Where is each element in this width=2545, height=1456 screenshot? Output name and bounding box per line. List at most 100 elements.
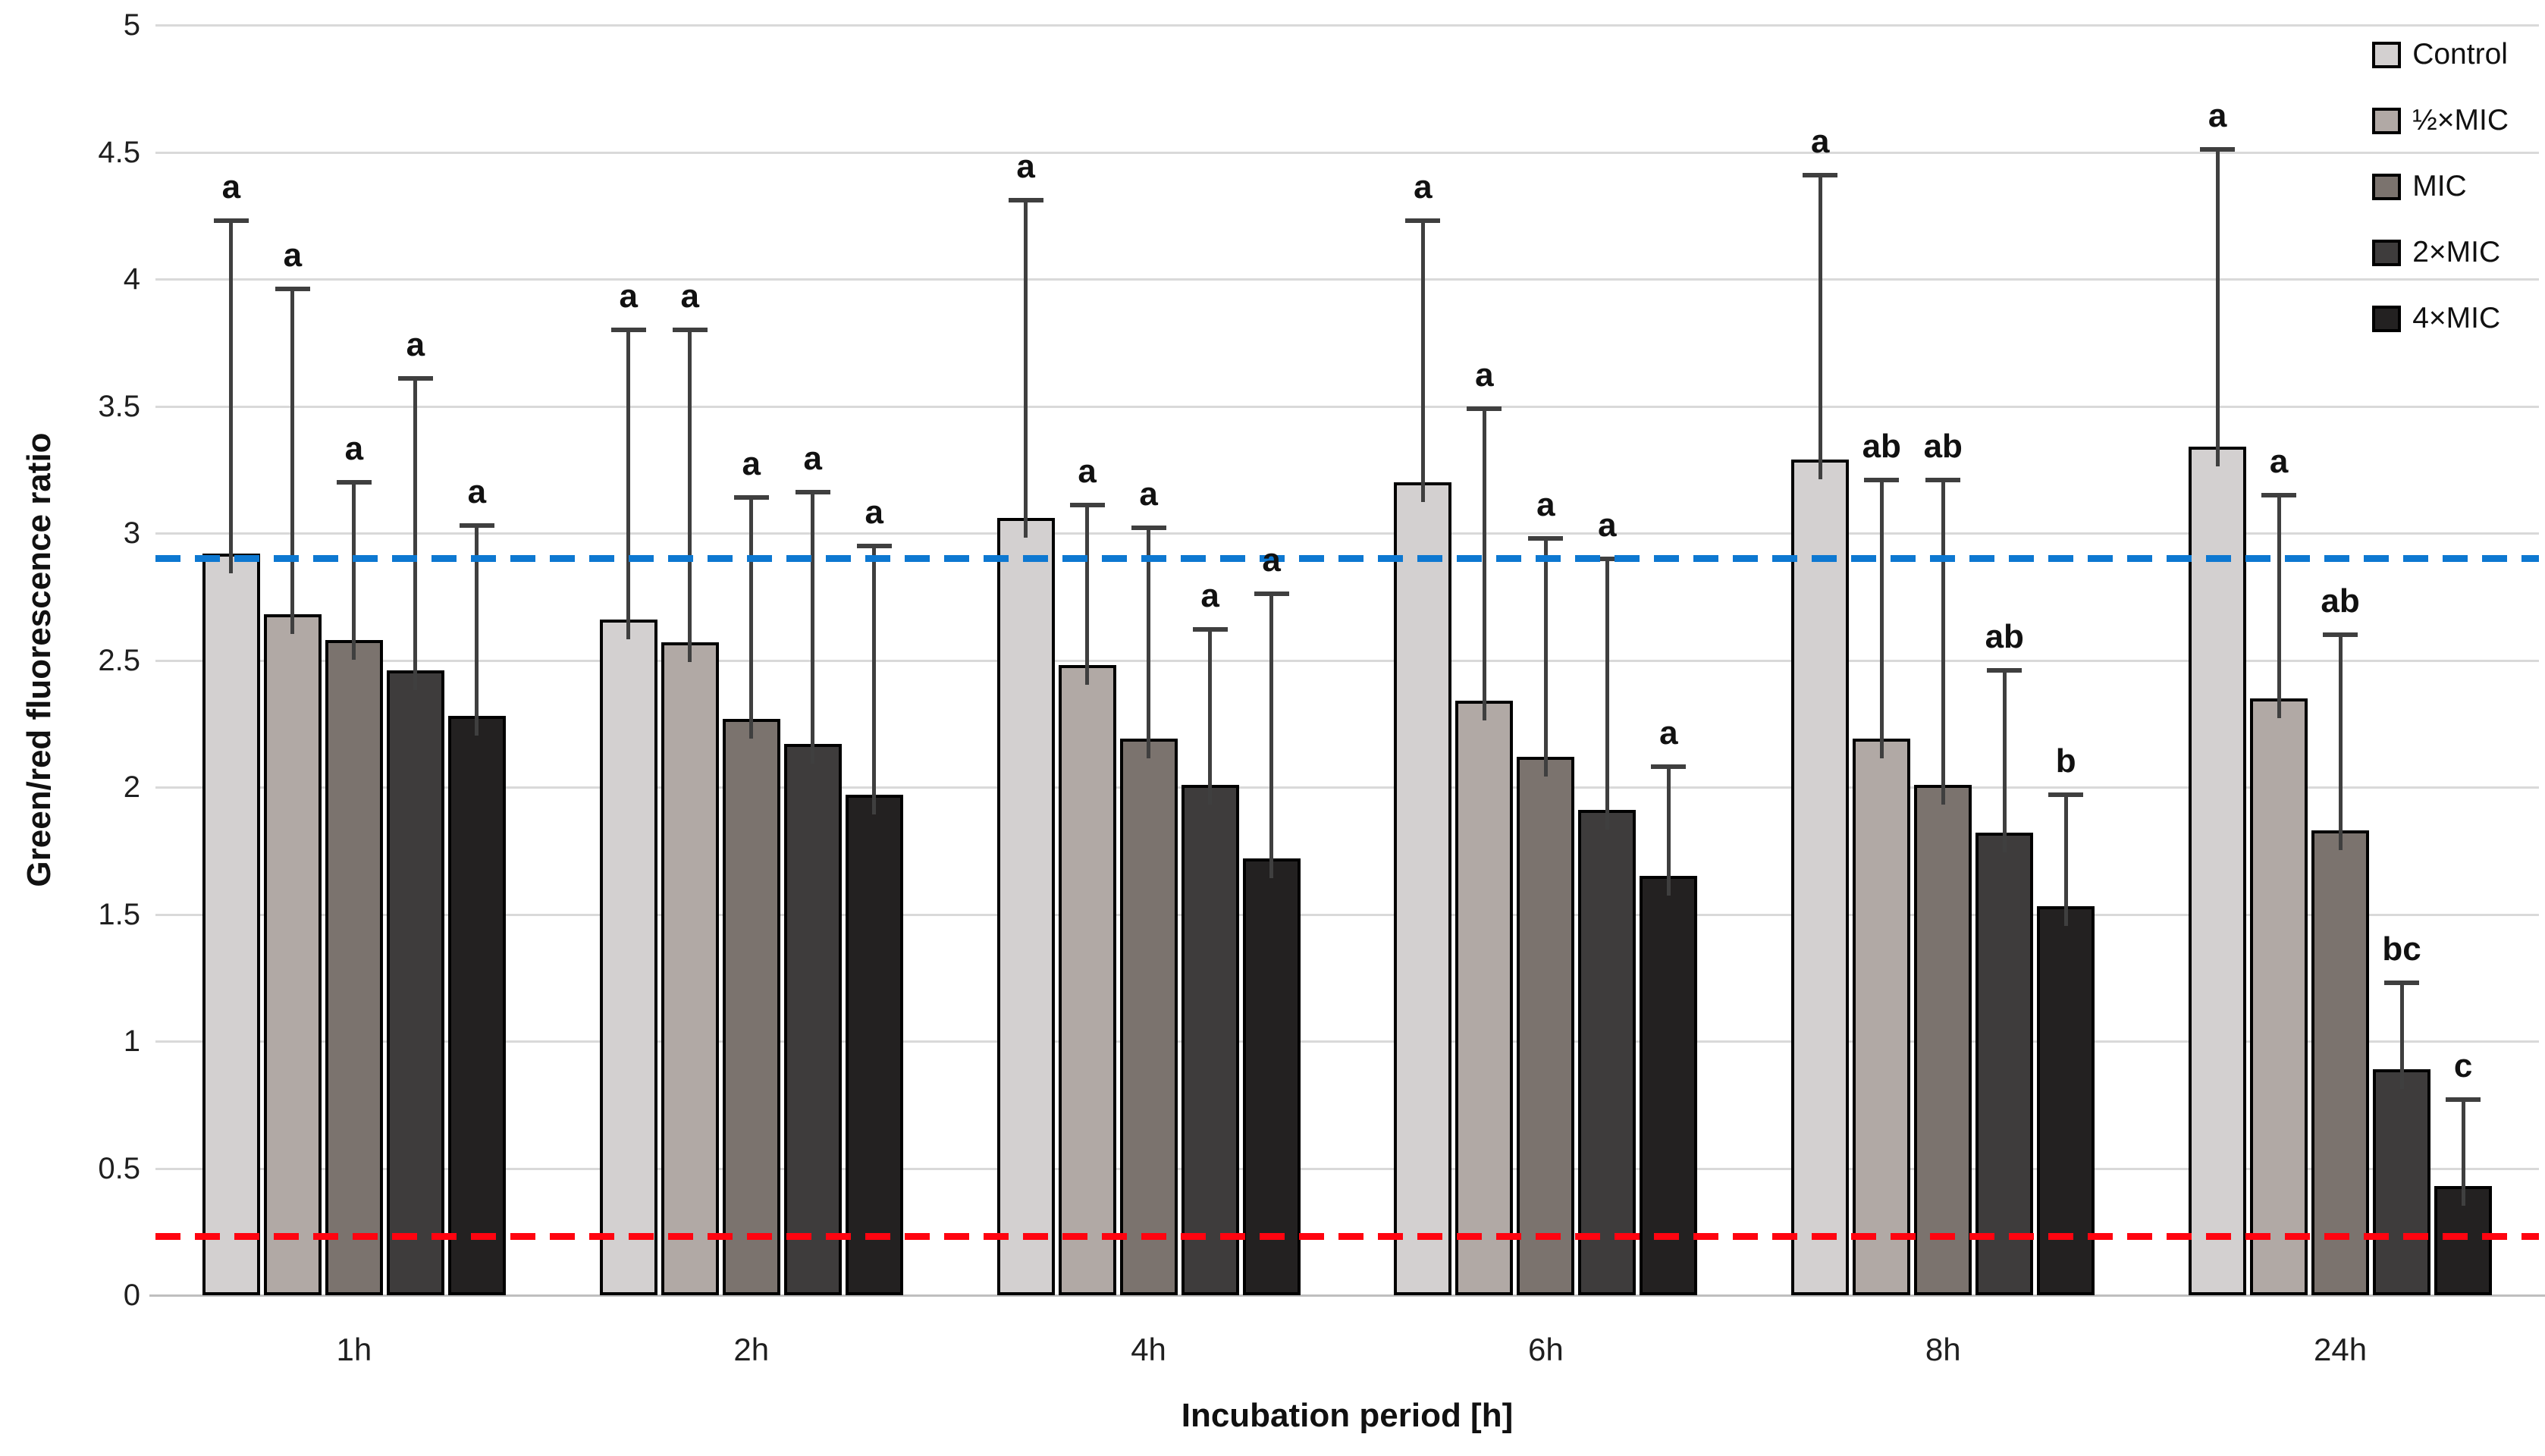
significance-letter-4x-mic-2h: a — [865, 493, 883, 531]
gridline-y-2 — [155, 786, 2539, 789]
significance-letter-2x-mic-8h: ab — [1985, 617, 2024, 655]
error-cap-4x-mic-6h — [1651, 764, 1687, 770]
error-whisker-4x-mic-6h — [1666, 767, 1671, 896]
y-tick-label-4.5: 4.5 — [98, 135, 140, 169]
error-whisker-4x-mic-8h — [2063, 795, 2068, 927]
significance-letter-control-24h: a — [2208, 97, 2227, 135]
legend-swatch-control — [2372, 41, 2402, 68]
gridline-y-1.5 — [155, 913, 2539, 916]
bar-4x-mic-8h — [2037, 906, 2095, 1295]
bar-2x-mic-4h — [1181, 784, 1239, 1295]
error-cap-2x-mic-24h — [2384, 980, 2420, 985]
error-whisker-half-mic-4h — [1085, 505, 1090, 686]
significance-letter-2x-mic-2h: a — [803, 440, 822, 478]
error-cap-half-mic-24h — [2261, 492, 2297, 497]
significance-letter-control-1h: a — [221, 168, 241, 206]
bar-4x-mic-4h — [1242, 858, 1301, 1295]
y-tick-label-0.5: 0.5 — [98, 1151, 140, 1185]
y-tick-label-5: 5 — [123, 8, 140, 42]
bar-control-8h — [1791, 459, 1850, 1295]
legend-label-2x-mic: 2×MIC — [2412, 236, 2501, 268]
legend-entry-control: Control — [2372, 39, 2509, 70]
error-whisker-mic-2h — [749, 497, 754, 739]
legend-entry-mic: MIC — [2372, 171, 2509, 202]
gridline-y-3 — [155, 532, 2539, 535]
error-whisker-control-2h — [626, 330, 631, 639]
legend-entry-4x-mic: 4×MIC — [2372, 303, 2509, 334]
x-category-label-2h: 2h — [733, 1332, 770, 1367]
bar-control-6h — [1394, 482, 1452, 1295]
error-whisker-4x-mic-2h — [872, 545, 877, 815]
significance-letter-control-2h: a — [619, 278, 638, 315]
bar-half-mic-6h — [1455, 701, 1514, 1295]
significance-letter-mic-24h: ab — [2321, 582, 2360, 620]
error-cap-4x-mic-8h — [2048, 792, 2084, 798]
legend-entry-2x-mic: 2×MIC — [2372, 237, 2509, 268]
error-whisker-4x-mic-24h — [2461, 1100, 2465, 1206]
error-cap-mic-2h — [733, 495, 769, 500]
significance-letter-2x-mic-6h: a — [1598, 506, 1617, 544]
bar-mic-8h — [1914, 784, 1972, 1295]
significance-letter-half-mic-6h: a — [1475, 356, 1494, 394]
red-reference-line — [155, 1233, 2539, 1241]
significance-letter-mic-6h: a — [1536, 485, 1555, 523]
bar-mic-6h — [1517, 756, 1575, 1295]
y-tick-label-1: 1 — [123, 1025, 140, 1058]
significance-letter-4x-mic-6h: a — [1659, 714, 1678, 752]
bar-4x-mic-1h — [447, 716, 506, 1295]
bar-control-24h — [2189, 447, 2247, 1295]
error-cap-2x-mic-4h — [1192, 627, 1228, 632]
x-category-label-6h: 6h — [1528, 1332, 1564, 1367]
error-whisker-half-mic-24h — [2277, 494, 2281, 718]
bar-half-mic-24h — [2250, 698, 2308, 1295]
gridline-y-1 — [155, 1040, 2539, 1043]
y-tick-label-2.5: 2.5 — [98, 643, 140, 677]
error-cap-4x-mic-1h — [459, 522, 494, 528]
error-whisker-mic-8h — [1941, 479, 1945, 805]
x-axis-title: Incubation period [h] — [1181, 1397, 1514, 1434]
significance-letter-half-mic-8h: ab — [1862, 427, 1901, 465]
error-whisker-control-4h — [1024, 200, 1028, 538]
bar-control-4h — [996, 517, 1055, 1295]
bar-2x-mic-2h — [783, 744, 842, 1295]
bar-control-2h — [599, 619, 657, 1295]
error-cap-control-6h — [1405, 218, 1441, 223]
error-cap-mic-4h — [1131, 526, 1166, 531]
error-cap-4x-mic-24h — [2446, 1097, 2481, 1103]
gridline-y-4 — [155, 278, 2539, 281]
significance-letter-control-8h: a — [1811, 122, 1830, 160]
error-whisker-mic-6h — [1543, 538, 1548, 777]
y-tick-label-2: 2 — [123, 770, 140, 804]
error-whisker-control-8h — [1818, 174, 1822, 479]
error-cap-half-mic-4h — [1069, 503, 1105, 508]
legend-label-mic: MIC — [2412, 170, 2467, 202]
significance-letter-4x-mic-24h: c — [2453, 1047, 2473, 1085]
bar-2x-mic-6h — [1578, 810, 1637, 1295]
error-cap-mic-6h — [1528, 535, 1564, 541]
error-cap-half-mic-1h — [275, 287, 310, 292]
error-whisker-half-mic-6h — [1482, 408, 1486, 721]
error-whisker-mic-4h — [1147, 528, 1151, 759]
error-cap-mic-24h — [2323, 632, 2358, 637]
significance-letter-2x-mic-1h: a — [406, 325, 425, 363]
y-tick-label-1.5: 1.5 — [98, 897, 140, 931]
significance-letter-control-6h: a — [1414, 168, 1433, 206]
bar-mic-24h — [2311, 830, 2370, 1295]
error-cap-control-1h — [213, 218, 249, 223]
bar-4x-mic-2h — [845, 795, 903, 1295]
significance-letter-mic-4h: a — [1139, 475, 1158, 513]
significance-letter-4x-mic-8h: b — [2055, 742, 2076, 780]
error-cap-4x-mic-4h — [1254, 592, 1289, 597]
x-category-label-4h: 4h — [1131, 1332, 1166, 1367]
error-whisker-4x-mic-1h — [475, 525, 479, 736]
error-whisker-half-mic-8h — [1879, 479, 1884, 759]
bar-2x-mic-8h — [1975, 833, 2034, 1295]
error-whisker-control-24h — [2215, 149, 2220, 467]
significance-letter-2x-mic-24h: bc — [2382, 930, 2421, 968]
legend: Control ½×MIC MIC 2×MIC 4×MIC — [2372, 39, 2509, 334]
bar-half-mic-1h — [263, 614, 322, 1295]
legend-swatch-4x-mic — [2372, 305, 2402, 332]
error-whisker-2x-mic-8h — [2002, 670, 2007, 853]
blue-reference-line — [155, 555, 2539, 562]
